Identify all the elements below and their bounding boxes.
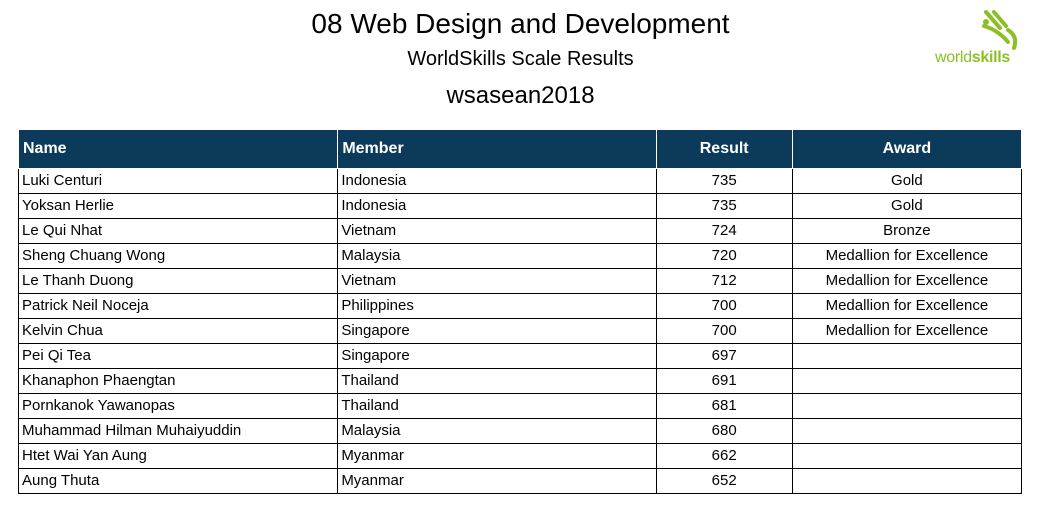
cell-member: Malaysia (337, 243, 657, 269)
cell-result: 735 (655, 168, 793, 194)
column-header-result: Result (655, 129, 793, 169)
cell-name: Muhammad Hilman Muhaiyuddin (17, 418, 339, 444)
cell-name: Htet Wai Yan Aung (17, 443, 339, 469)
cell-result: 720 (655, 243, 793, 269)
cell-result: 681 (655, 393, 793, 419)
worldskills-mark-icon (982, 10, 1018, 50)
cell-award (791, 368, 1023, 394)
logo-text-light: world (935, 49, 972, 66)
cell-award: Medallion for Excellence (791, 268, 1023, 294)
table-row: Kelvin Chua Singapore 700 Medallion for Exc… (17, 318, 1023, 344)
cell-member: Myanmar (337, 468, 657, 494)
table-header-row: Name Member Result Award (17, 129, 1023, 169)
page-subtitle: WorldSkills Scale Results (407, 48, 634, 70)
cell-award (791, 343, 1023, 369)
table-row: Htet Wai Yan Aung Myanmar 662 (17, 443, 1023, 469)
logo-text-bold: skills (971, 49, 1011, 66)
cell-award: Gold (791, 193, 1023, 219)
cell-member: Singapore (337, 343, 657, 369)
cell-award (791, 393, 1023, 419)
cell-member: Indonesia (337, 168, 657, 194)
cell-member: Malaysia (337, 418, 657, 444)
cell-award: Medallion for Excellence (791, 318, 1023, 344)
table-row: Yoksan Herlie Indonesia 735 Gold (17, 193, 1023, 219)
cell-name: Pei Qi Tea (17, 343, 339, 369)
cell-result: 700 (655, 318, 793, 344)
cell-result: 735 (655, 193, 793, 219)
table-row: Aung Thuta Myanmar 652 (17, 468, 1023, 494)
cell-result: 652 (655, 468, 793, 494)
table-row: Le Thanh Duong Vietnam 712 Medallion for Ex… (17, 268, 1023, 294)
cell-award: Medallion for Excellence (791, 293, 1023, 319)
table-row: Pornkanok Yawanopas Thailand 681 (17, 393, 1023, 419)
cell-member: Vietnam (337, 218, 657, 244)
cell-result: 724 (655, 218, 793, 244)
cell-name: Aung Thuta (17, 468, 339, 494)
results-table: Name Member Result Award Luki Centuri Ind… (17, 129, 1023, 494)
worldskills-logo: worldskills (930, 8, 1030, 72)
column-header-name: Name (17, 129, 339, 169)
cell-member: Vietnam (337, 268, 657, 294)
cell-result: 662 (655, 443, 793, 469)
column-header-member: Member (337, 129, 657, 169)
page-title: 08 Web Design and Development (311, 8, 730, 39)
table-row: Muhammad Hilman Muhaiyuddin Malaysia 680 (17, 418, 1023, 444)
cell-name: Le Qui Nhat (17, 218, 339, 244)
cell-award: Gold (791, 168, 1023, 194)
cell-result: 680 (655, 418, 793, 444)
column-header-award: Award (791, 129, 1023, 169)
cell-result: 691 (655, 368, 793, 394)
cell-award: Medallion for Excellence (791, 243, 1023, 269)
cell-award (791, 468, 1023, 494)
cell-name: Yoksan Herlie (17, 193, 339, 219)
cell-name: Kelvin Chua (17, 318, 339, 344)
table-row: Khanaphon Phaengtan Thailand 691 (17, 368, 1023, 394)
worldskills-wordmark: worldskills (935, 49, 1010, 67)
cell-name: Pornkanok Yawanopas (17, 393, 339, 419)
cell-member: Thailand (337, 368, 657, 394)
cell-member: Myanmar (337, 443, 657, 469)
cell-award (791, 418, 1023, 444)
cell-result: 700 (655, 293, 793, 319)
table-row: Sheng Chuang Wong Malaysia 720 Medallion fo… (17, 243, 1023, 269)
cell-result: 712 (655, 268, 793, 294)
cell-name: Khanaphon Phaengtan (17, 368, 339, 394)
cell-name: Patrick Neil Noceja (17, 293, 339, 319)
cell-award: Bronze (791, 218, 1023, 244)
cell-award (791, 443, 1023, 469)
cell-member: Philippines (337, 293, 657, 319)
table-row: Luki Centuri Indonesia 735 Gold (17, 168, 1023, 194)
event-name: wsasean2018 (446, 82, 595, 109)
table-row: Patrick Neil Noceja Philippines 700 Medalli… (17, 293, 1023, 319)
results-table-body: Luki Centuri Indonesia 735 Gold Yoksan Herli… (17, 168, 1023, 494)
cell-member: Thailand (337, 393, 657, 419)
cell-name: Le Thanh Duong (17, 268, 339, 294)
table-row: Pei Qi Tea Singapore 697 (17, 343, 1023, 369)
cell-name: Sheng Chuang Wong (17, 243, 339, 269)
table-row: Le Qui Nhat Vietnam 724 Bronze (17, 218, 1023, 244)
cell-member: Singapore (337, 318, 657, 344)
cell-name: Luki Centuri (17, 168, 339, 194)
cell-member: Indonesia (337, 193, 657, 219)
cell-result: 697 (655, 343, 793, 369)
